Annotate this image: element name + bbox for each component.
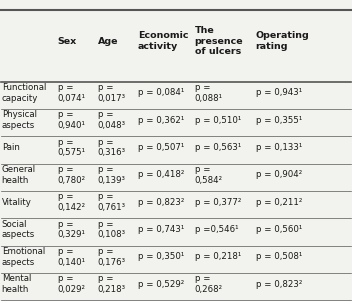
- Text: p = 0,823²: p = 0,823²: [256, 280, 302, 289]
- Text: The
presence
of ulcers: The presence of ulcers: [195, 26, 243, 56]
- Text: p = 0,529²: p = 0,529²: [138, 280, 184, 289]
- Text: p =
0,176³: p = 0,176³: [98, 247, 126, 267]
- Text: Pain: Pain: [2, 143, 20, 152]
- Text: p = 0,823²: p = 0,823²: [138, 198, 184, 207]
- Text: p = 0,350¹: p = 0,350¹: [138, 253, 184, 261]
- Text: p = 0,377²: p = 0,377²: [195, 198, 241, 207]
- Text: p = 0,418²: p = 0,418²: [138, 170, 184, 179]
- Text: p =
0,780²: p = 0,780²: [58, 165, 86, 185]
- Text: Social
aspects: Social aspects: [2, 220, 35, 239]
- Text: p =
0,142²: p = 0,142²: [58, 192, 86, 212]
- Text: p = 0,508¹: p = 0,508¹: [256, 253, 302, 261]
- Text: p = 0,560¹: p = 0,560¹: [256, 225, 302, 234]
- Text: Vitality: Vitality: [2, 198, 32, 207]
- Text: p = 0,904²: p = 0,904²: [256, 170, 302, 179]
- Text: p = 0,211²: p = 0,211²: [256, 198, 302, 207]
- Text: p =
0,329¹: p = 0,329¹: [58, 220, 86, 239]
- Text: Operating
rating: Operating rating: [256, 31, 309, 51]
- Text: p = 0,218¹: p = 0,218¹: [195, 253, 241, 261]
- Text: p = 0,563¹: p = 0,563¹: [195, 143, 241, 152]
- Text: p =
0,029²: p = 0,029²: [58, 275, 86, 294]
- Text: p =
0,316³: p = 0,316³: [98, 138, 126, 157]
- Text: Mental
health: Mental health: [2, 275, 31, 294]
- Text: p = 0,355¹: p = 0,355¹: [256, 116, 302, 125]
- Text: p = 0,943¹: p = 0,943¹: [256, 88, 302, 97]
- Text: p =
0,139³: p = 0,139³: [98, 165, 126, 185]
- Text: p = 0,362¹: p = 0,362¹: [138, 116, 184, 125]
- Text: Sex: Sex: [58, 37, 77, 46]
- Text: Emotional
aspects: Emotional aspects: [2, 247, 45, 267]
- Text: p = 0,133¹: p = 0,133¹: [256, 143, 302, 152]
- Text: p = 0,743¹: p = 0,743¹: [138, 225, 184, 234]
- Text: p =
0,017³: p = 0,017³: [98, 83, 126, 103]
- Text: p =
0,108³: p = 0,108³: [98, 220, 126, 239]
- Text: p =
0,048³: p = 0,048³: [98, 110, 126, 130]
- Text: Economic
activity: Economic activity: [138, 31, 188, 51]
- Text: p =0,546¹: p =0,546¹: [195, 225, 238, 234]
- Text: p =
0,140¹: p = 0,140¹: [58, 247, 86, 267]
- Text: p =
0,074¹: p = 0,074¹: [58, 83, 86, 103]
- Text: p =
0,268²: p = 0,268²: [195, 275, 223, 294]
- Text: p =
0,940¹: p = 0,940¹: [58, 110, 86, 130]
- Text: p =
0,584²: p = 0,584²: [195, 165, 223, 185]
- Text: p =
0,218³: p = 0,218³: [98, 275, 126, 294]
- Text: p =
0,761³: p = 0,761³: [98, 192, 126, 212]
- Text: Physical
aspects: Physical aspects: [2, 110, 37, 130]
- Text: Functional
capacity: Functional capacity: [2, 83, 46, 103]
- Text: p =
0,088¹: p = 0,088¹: [195, 83, 223, 103]
- Text: General
health: General health: [2, 165, 36, 185]
- Text: Age: Age: [98, 37, 118, 46]
- Text: p = 0,084¹: p = 0,084¹: [138, 88, 184, 97]
- Text: p =
0,575¹: p = 0,575¹: [58, 138, 86, 157]
- Text: p = 0,510¹: p = 0,510¹: [195, 116, 241, 125]
- Text: p = 0,507¹: p = 0,507¹: [138, 143, 184, 152]
